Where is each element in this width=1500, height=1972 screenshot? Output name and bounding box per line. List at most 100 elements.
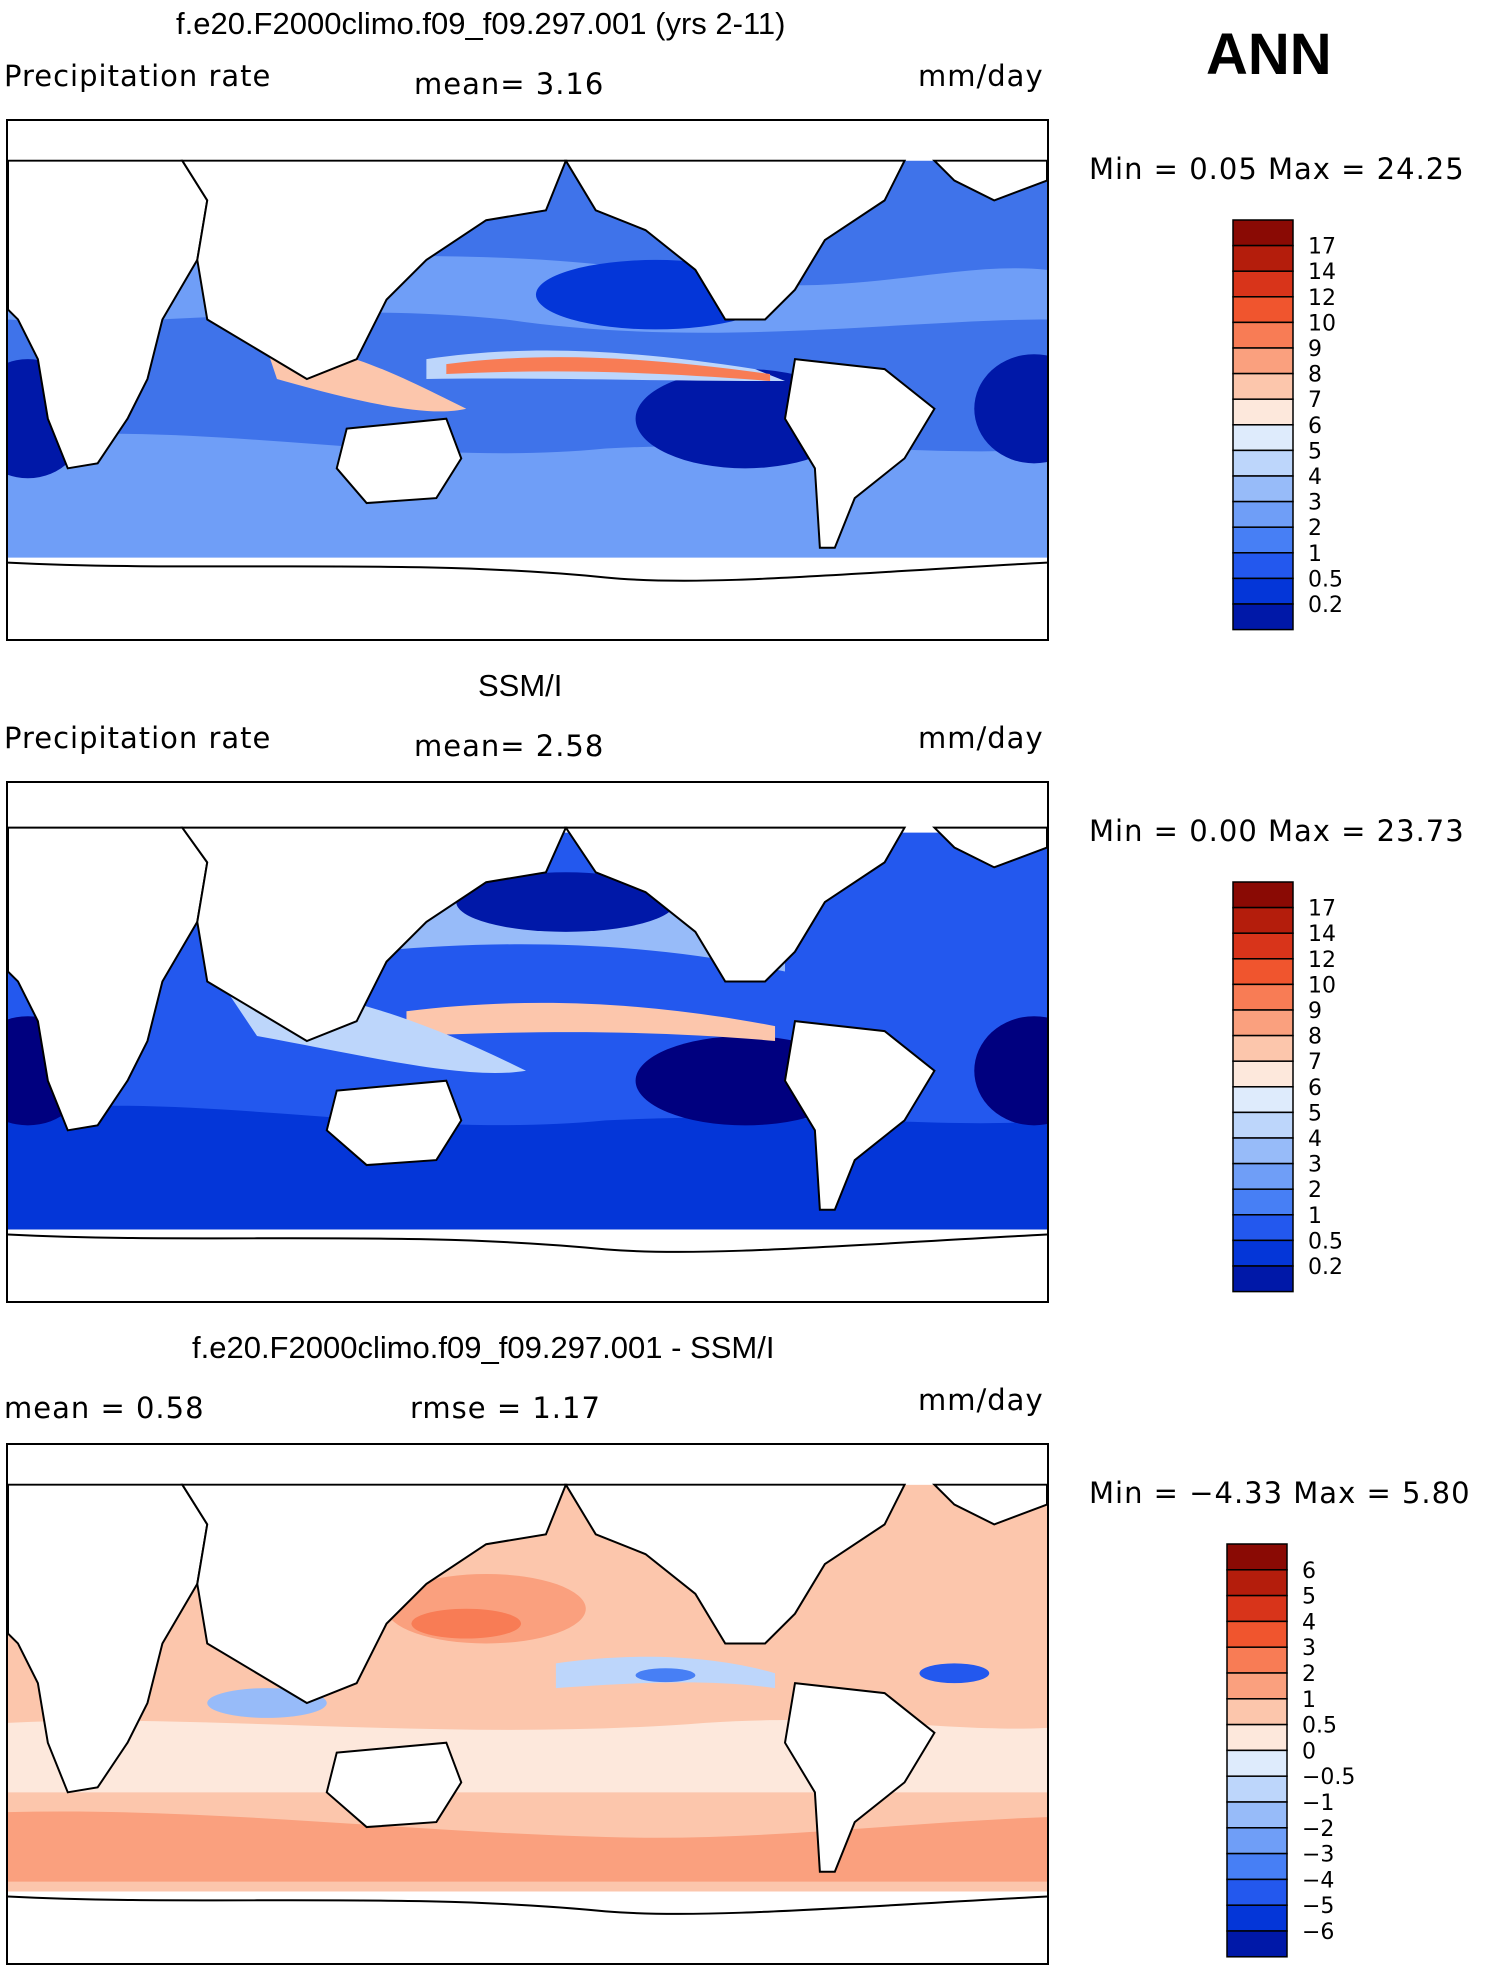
- colorbar-tick-label: −3: [1302, 1843, 1334, 1868]
- colorbar-swatch: [1232, 449, 1294, 477]
- colorbar-obs: 17 14 12 10 9 8 7 6 5 4 3 2 1 0.5 0.2: [1232, 881, 1452, 1297]
- units-label: mm/day: [918, 59, 1044, 93]
- precip-map-obs: [6, 781, 1049, 1303]
- colorbar-swatch: [1226, 1930, 1288, 1958]
- colorbar-tick-label: 6: [1308, 414, 1322, 439]
- antarctica-coast: [8, 561, 1047, 582]
- colorbar-swatch: [1232, 424, 1294, 452]
- min-max-label: Min = 0.00 Max = 23.73: [1089, 814, 1465, 848]
- south-america-land: [783, 1020, 936, 1211]
- colorbar-tick-label: −4: [1302, 1868, 1334, 1893]
- colorbar-tick-label: 2: [1308, 516, 1322, 541]
- colorbar-tick-label: −2: [1302, 1817, 1334, 1842]
- colorbar-tick-label: 17: [1308, 235, 1336, 260]
- antarctica-land: [8, 557, 1047, 639]
- colorbar-tick-label: 1: [1308, 1204, 1322, 1229]
- rmse-value: rmse = 1.17: [410, 1391, 601, 1425]
- colorbar-tick-label: 2: [1302, 1662, 1316, 1687]
- colorbar-tick-label: −1: [1302, 1791, 1334, 1816]
- colorbar-swatch: [1226, 1698, 1288, 1726]
- arctic-land: [8, 1445, 1047, 1485]
- colorbar-tick-label: 6: [1308, 1076, 1322, 1101]
- colorbar-swatch: [1232, 398, 1294, 426]
- colorbar-tick-label: 8: [1308, 363, 1322, 388]
- colorbar-swatch: [1232, 500, 1294, 528]
- colorbar-swatch: [1226, 1672, 1288, 1700]
- dry-southeast-atlantic-east: [974, 354, 1047, 464]
- colorbar-tick-label: 7: [1308, 1050, 1322, 1075]
- panel-title: SSM/I: [478, 668, 563, 703]
- colorbar-swatch: [1226, 1878, 1288, 1906]
- mean-value: mean= 2.58: [414, 729, 605, 763]
- colorbar-swatch: [1226, 1646, 1288, 1674]
- colorbar-tick-label: −5: [1302, 1894, 1334, 1919]
- colorbar-tick-label: 0: [1302, 1739, 1316, 1764]
- asia-land: [180, 826, 568, 1043]
- colorbar-swatch: [1232, 983, 1294, 1011]
- colorbar-swatch: [1232, 270, 1294, 298]
- colorbar-swatch: [1232, 1188, 1294, 1216]
- colorbar-swatch: [1226, 1749, 1288, 1777]
- colorbar-tick-label: 9: [1308, 999, 1322, 1024]
- colorbar-swatch: [1226, 1852, 1288, 1881]
- colorbar-swatch: [1232, 1162, 1294, 1190]
- colorbar-tick-label: 10: [1308, 973, 1336, 998]
- colorbar-tick-label: 4: [1308, 465, 1322, 490]
- colorbar-tick-label: 5: [1308, 439, 1322, 464]
- north-pacific-positive-core: [411, 1608, 522, 1639]
- colorbar-swatch: [1232, 1034, 1294, 1062]
- colorbar-tick-label: 4: [1302, 1610, 1316, 1635]
- south-america-land: [783, 358, 936, 549]
- colorbar-swatch: [1232, 1086, 1294, 1114]
- asia-land: [180, 1483, 568, 1705]
- colorbar-swatch: [1232, 244, 1294, 272]
- colorbar-model: 17 14 12 10 9 8 7 6 5 4 3 2 1 0.5 0.2: [1232, 219, 1452, 635]
- colorbar-tick-label: 14: [1308, 922, 1336, 947]
- antarctica-land: [8, 1891, 1047, 1963]
- colorbar-tick-label: 0.5: [1308, 1229, 1343, 1254]
- min-max-label: Min = 0.05 Max = 24.25: [1089, 152, 1465, 186]
- colorbar-swatch: [1226, 1827, 1288, 1855]
- colorbar-tick-label: 6: [1302, 1559, 1316, 1584]
- colorbar-tick-label: 8: [1308, 1025, 1322, 1050]
- antarctica-land: [8, 1229, 1047, 1301]
- colorbar-tick-label: 9: [1308, 337, 1322, 362]
- colorbar-swatch: [1232, 932, 1294, 960]
- colorbar-tick-label: 17: [1308, 897, 1336, 922]
- colorbar-swatch: [1226, 1569, 1288, 1597]
- greenland-land: [932, 159, 1047, 202]
- variable-label: Precipitation rate: [4, 59, 272, 93]
- colorbar-swatch: [1226, 1543, 1288, 1571]
- southern-ocean-positive: [8, 1811, 1047, 1882]
- arctic-land: [8, 783, 1047, 828]
- colorbar-swatch: [1232, 577, 1294, 605]
- colorbar-swatch: [1232, 475, 1294, 503]
- colorbar-tick-label: 3: [1308, 491, 1322, 516]
- australia-land: [335, 417, 463, 505]
- colorbar-tick-label: 12: [1308, 286, 1336, 311]
- antarctica-coast: [8, 1233, 1047, 1253]
- mean-value: mean = 0.58: [4, 1391, 205, 1425]
- colorbar-tick-label: 3: [1302, 1636, 1316, 1661]
- units-label: mm/day: [918, 721, 1044, 755]
- colorbar-tick-label: 4: [1308, 1127, 1322, 1152]
- variable-label: Precipitation rate: [4, 721, 272, 755]
- colorbar-tick-label: 12: [1308, 948, 1336, 973]
- mean-value: mean= 3.16: [414, 67, 605, 101]
- arctic-land: [8, 121, 1047, 161]
- precip-map-model: [6, 119, 1049, 641]
- colorbar-tick-label: 7: [1308, 388, 1322, 413]
- itcz-core: [446, 357, 771, 381]
- colorbar-swatch: [1226, 1904, 1288, 1932]
- colorbar-diff: 6 5 4 3 2 1 0.5 0 −0.5 −1 −2 −3 −4 −5 −6: [1226, 1543, 1452, 1961]
- colorbar-tick-label: 0.2: [1308, 1255, 1343, 1280]
- itcz-negative-core: [635, 1668, 696, 1683]
- colorbar-swatch: [1232, 1009, 1294, 1037]
- greenland-land: [932, 1483, 1047, 1526]
- southern-ocean-band: [8, 1105, 1047, 1230]
- colorbar-swatch: [1232, 1239, 1294, 1267]
- colorbar-tick-label: 0.2: [1308, 593, 1343, 618]
